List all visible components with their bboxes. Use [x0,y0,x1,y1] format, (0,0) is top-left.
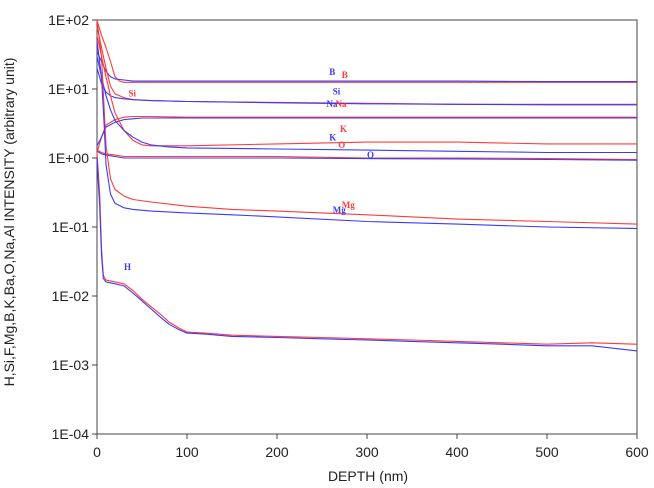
series-label: B [329,67,335,77]
series-label: Si [333,87,341,97]
series-line-5 [96,115,637,153]
series-line-13 [96,152,638,345]
series-line-12 [96,40,638,230]
x-tick-label: 600 [625,444,649,460]
series-layer [96,19,638,352]
x-tick-label: 100 [175,444,199,460]
x-axis-label: DEPTH (nm) [328,468,408,484]
x-tick-label: 500 [535,444,559,460]
x-tick-label: 400 [445,444,469,460]
y-axis-ticks: 1E+02 1E+01 1E+00 1E-01 1E-02 1E-03 1E-04 [48,12,97,442]
series-label: Na [327,99,338,109]
series-line-3 [96,26,637,105]
series-label: Na [336,99,347,109]
series-line-2 [96,51,637,83]
y-tick-label: 1E-01 [52,219,90,235]
series-label: K [340,124,347,134]
y-tick-label: 1E-03 [52,357,90,373]
x-tick-label: 0 [93,444,101,460]
series-line-4 [96,68,637,106]
x-axis-ticks: 0 100 200 300 400 500 600 [93,434,649,460]
series-label: H [124,262,131,272]
series-label: B [342,70,348,80]
y-tick-label: 1E+00 [48,150,89,166]
series-line-11 [96,19,638,225]
x-tick-label: 200 [265,444,289,460]
series-label: O [338,140,345,150]
y-axis-label: H,Si,F,Mg,B,K,Ba,O,Na,Al INTENSITY (arbi… [1,58,17,387]
y-tick-label: 1E-04 [52,426,90,442]
series-label: Mg [333,205,346,215]
series-line-14 [96,157,638,352]
x-tick-label: 300 [355,444,379,460]
series-line-8 [96,55,637,154]
series-label: Mg [342,200,355,210]
y-tick-label: 1E+02 [48,12,89,28]
series-line-6 [96,117,637,147]
series-label: O [367,150,374,160]
series-line-1 [96,19,637,83]
y-tick-label: 1E+01 [48,81,89,97]
series-label: K [329,132,336,142]
y-tick-label: 1E-02 [52,288,90,304]
series-label: Si [129,88,137,98]
series-line-7 [96,35,637,147]
